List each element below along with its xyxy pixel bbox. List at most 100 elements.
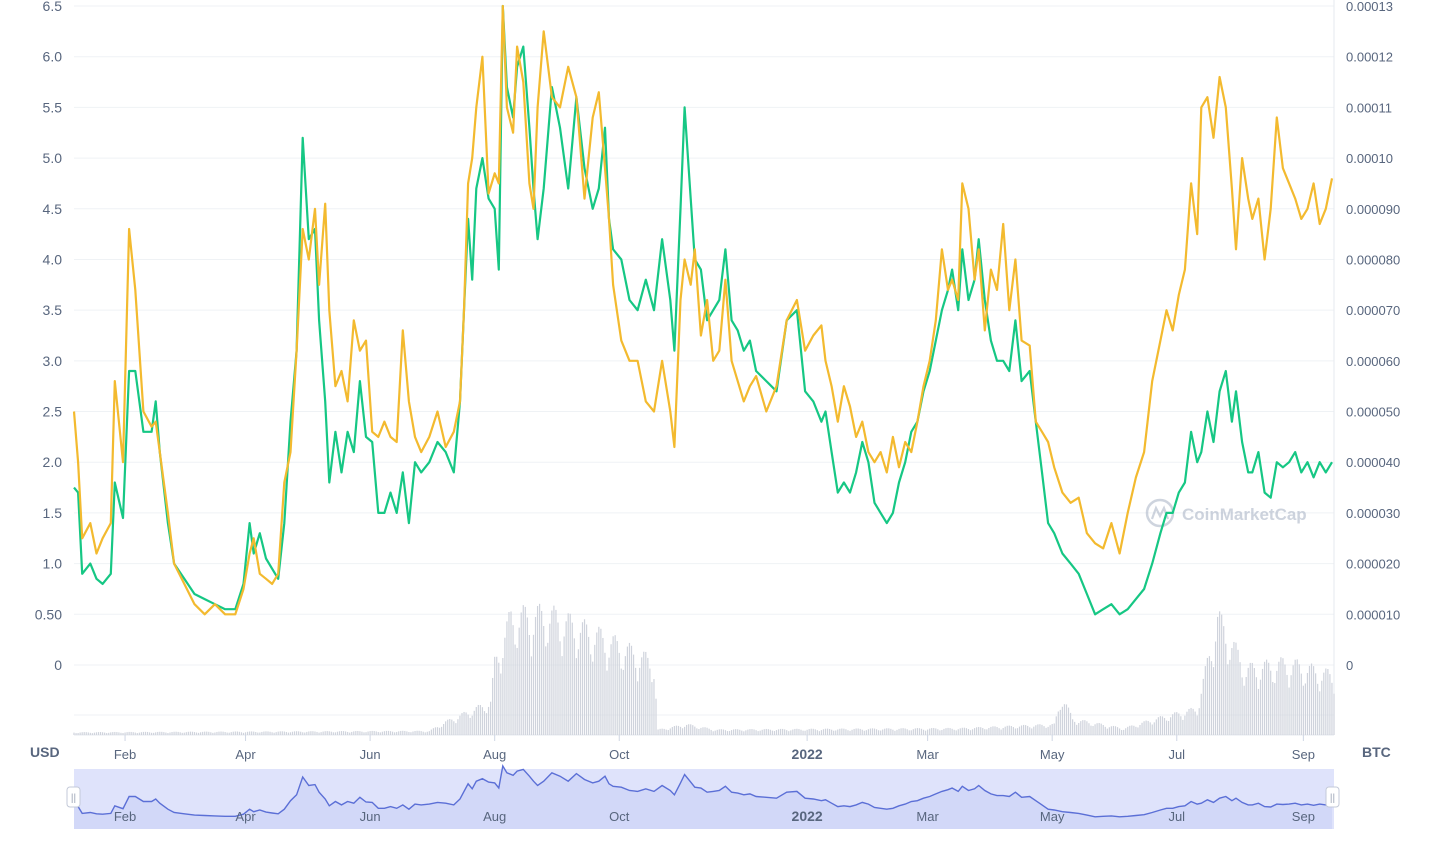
volume-bar: [735, 729, 737, 735]
volume-bar: [779, 728, 782, 735]
volume-bar: [714, 730, 716, 735]
volume-bar: [342, 731, 345, 735]
volume-bar: [612, 636, 614, 735]
volume-bar: [173, 731, 175, 735]
volume-bar: [726, 731, 729, 735]
volume-bar: [481, 707, 484, 735]
volume-bar: [132, 732, 134, 735]
volume-bar: [929, 728, 931, 735]
volume-bar: [976, 727, 978, 735]
volume-bar: [387, 730, 390, 735]
volume-bar: [146, 731, 149, 735]
volume-bar: [1249, 662, 1251, 735]
volume-bar: [494, 656, 496, 735]
volume-bar: [396, 731, 398, 735]
volume-bar: [996, 727, 998, 735]
volume-bar: [927, 729, 929, 735]
volume-bar: [161, 731, 163, 735]
volume-bar: [628, 642, 631, 735]
navigator-left-handle[interactable]: ||: [66, 786, 81, 808]
volume-bar: [440, 726, 443, 735]
x-tick-label: Apr: [235, 747, 256, 762]
volume-bar: [522, 605, 524, 735]
volume-bar: [1016, 728, 1019, 735]
volume-bar: [637, 681, 639, 735]
volume-bar: [93, 732, 96, 735]
volume-bar: [808, 729, 810, 735]
volume-bar: [616, 641, 618, 735]
volume-bar: [112, 732, 114, 735]
range-navigator[interactable]: Feb Apr Jun Aug Oct 2022 Mar May Jul Sep || ||: [66, 764, 1340, 829]
volume-bar: [696, 728, 698, 735]
volume-bar: [782, 728, 784, 735]
volume-bar: [737, 729, 739, 735]
volume-bar: [106, 733, 108, 735]
usd-tick-label: 2.5: [43, 404, 63, 420]
usd-tick-label: 1.0: [43, 556, 63, 572]
volume-bar: [702, 727, 704, 735]
volume-bar: [108, 732, 110, 735]
volume-bar: [496, 656, 498, 735]
volume-bar: [216, 731, 218, 735]
volume-bar: [681, 728, 684, 735]
volume-bar: [1306, 672, 1309, 735]
volume-bar: [679, 726, 682, 735]
volume-bar: [1112, 725, 1115, 735]
volume-bar: [518, 627, 520, 735]
navigator-tick-label: Jul: [1168, 809, 1185, 824]
volume-bar: [116, 732, 118, 735]
volume-bar: [516, 647, 518, 735]
volume-bar: [210, 732, 212, 735]
volume-bar: [857, 728, 859, 735]
volume-bar: [653, 679, 655, 735]
volume-bar: [724, 730, 727, 735]
volume-bar: [604, 652, 606, 735]
volume-bar: [332, 732, 334, 735]
volume-bar: [1206, 657, 1208, 735]
volume-bar: [179, 732, 181, 735]
volume-bar: [1157, 717, 1159, 735]
volume-bar: [992, 726, 994, 735]
volume-bar: [861, 729, 863, 735]
volume-bar: [647, 657, 649, 735]
volume-bar: [1139, 724, 1141, 735]
volume-bar: [747, 729, 749, 735]
volume-bar: [1092, 725, 1094, 735]
navigator-x-axis: Feb Apr Jun Aug Oct 2022 Mar May Jul Sep: [114, 808, 1315, 824]
volume-bar: [579, 632, 582, 735]
volume-bar: [514, 644, 516, 735]
volume-bar: [1178, 713, 1180, 735]
usd-tick-label: 1.5: [43, 505, 63, 521]
volume-bar: [804, 730, 806, 735]
btc-tick-label: 0.000080: [1346, 252, 1400, 267]
volume-bar: [1063, 704, 1066, 735]
volume-bar: [455, 723, 457, 735]
volume-bar: [398, 731, 400, 735]
grid-lines: [74, 0, 1335, 736]
volume-bar: [483, 711, 486, 735]
volume-bar: [322, 731, 324, 735]
volume-bar: [1072, 719, 1074, 735]
volume-bar: [197, 732, 200, 735]
volume-bar: [1000, 729, 1002, 735]
volume-bar: [1184, 715, 1186, 735]
volume-bar: [487, 706, 490, 735]
volume-bar: [97, 732, 100, 735]
volume-bar: [1141, 722, 1143, 735]
volume-bar: [539, 603, 541, 735]
volume-bar: [902, 728, 904, 735]
volume-bar: [806, 729, 808, 735]
volume-bar: [545, 646, 547, 735]
navigator-tick-label: Oct: [609, 809, 630, 824]
x-tick-label: Oct: [609, 747, 630, 762]
volume-bar: [969, 730, 972, 735]
volume-bar: [1151, 724, 1153, 735]
volume-bar: [334, 732, 336, 735]
volume-bar: [1194, 711, 1196, 735]
volume-bar: [1155, 719, 1157, 735]
volume-bar: [298, 731, 300, 735]
volume-bar: [733, 729, 735, 735]
volume-bar: [1333, 693, 1335, 735]
volume-bar: [528, 635, 530, 735]
navigator-right-handle[interactable]: ||: [1325, 786, 1340, 808]
